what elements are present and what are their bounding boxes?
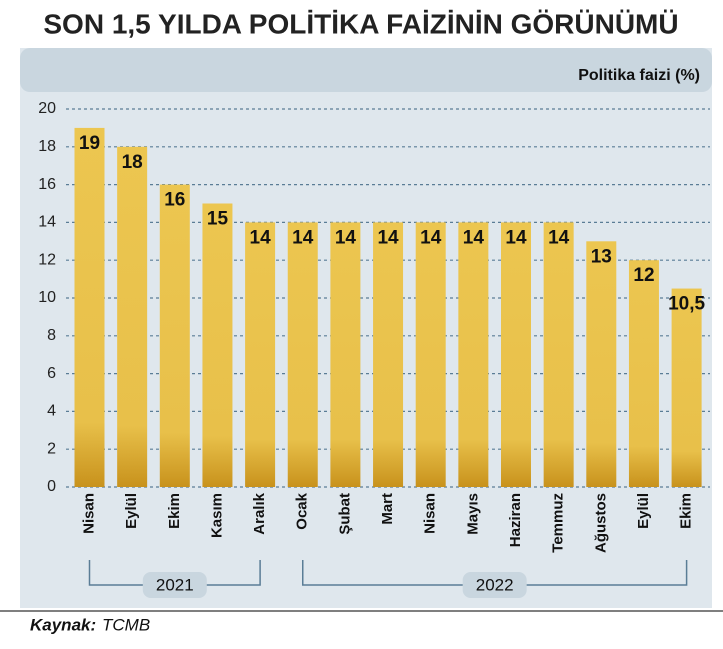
bar: [628, 260, 659, 487]
x-tick-label: Aralık: [251, 492, 268, 534]
x-tick-label: Kasım: [208, 493, 225, 538]
value-label: 14: [377, 227, 399, 248]
x-tick-label: Ekim: [678, 493, 695, 529]
y-tick-label: 0: [47, 478, 56, 495]
source-label: Kaynak:: [30, 615, 96, 634]
value-label: 15: [207, 209, 229, 230]
y-tick-label: 8: [47, 327, 56, 344]
bar: [501, 222, 531, 487]
value-label: 13: [591, 246, 612, 267]
x-tick-label: Mayıs: [464, 493, 481, 535]
x-tick-label: Eylül: [635, 493, 652, 529]
y-tick-label: 10: [38, 289, 56, 306]
value-label: 18: [122, 152, 143, 173]
value-label: 14: [548, 227, 570, 248]
bar: [74, 127, 105, 488]
group-label: 2022: [476, 575, 514, 594]
x-tick-label: Ekim: [166, 493, 183, 529]
y-tick-label: 16: [38, 176, 56, 193]
chart-title: SON 1,5 YILDA POLİTİKA FAİZİNİN GÖRÜNÜMÜ: [43, 8, 678, 39]
value-label: 14: [420, 227, 442, 248]
bar: [117, 146, 148, 488]
x-tick-label: Şubat: [336, 493, 353, 535]
group-label: 2021: [156, 575, 194, 594]
x-tick-label: Temmuz: [550, 493, 567, 553]
value-label: 10,5: [668, 294, 705, 315]
x-tick-label: Ocak: [294, 492, 311, 529]
y-tick-label: 2: [47, 440, 56, 457]
y-tick-label: 20: [38, 100, 56, 117]
y-tick-label: 6: [47, 365, 56, 382]
bar: [458, 222, 489, 487]
y-tick-label: 4: [47, 403, 56, 420]
bar: [159, 184, 190, 487]
bar: [287, 222, 318, 487]
x-tick-label: Ağustos: [592, 493, 609, 553]
bar: [671, 288, 702, 487]
x-tick-label: Eylül: [123, 493, 140, 529]
value-label: 16: [164, 190, 185, 211]
y-tick-label: 12: [38, 251, 56, 268]
bar: [202, 203, 233, 487]
value-label: 14: [292, 227, 314, 248]
y-tick-label: 18: [38, 138, 56, 155]
bar: [245, 222, 276, 487]
group-label-box: [462, 572, 527, 598]
x-tick-label: Nisan: [422, 493, 439, 534]
x-tick-label: Mart: [379, 493, 396, 525]
bar: [373, 222, 404, 487]
x-tick-label: Haziran: [507, 493, 524, 547]
value-label: 14: [463, 227, 485, 248]
y-tick-label: 14: [38, 214, 56, 231]
group-label-box: [142, 572, 207, 598]
bar: [415, 222, 446, 487]
x-tick-label: Nisan: [80, 493, 97, 534]
value-label: 14: [505, 227, 527, 248]
bar: [543, 222, 574, 487]
bar: [330, 222, 361, 487]
value-label: 12: [633, 265, 654, 286]
bar: [586, 241, 617, 487]
source: TCMB: [102, 615, 150, 634]
value-label: 14: [250, 227, 272, 248]
value-label: 19: [79, 133, 100, 154]
y-axis-title: Politika faizi (%): [578, 67, 700, 84]
value-label: 14: [335, 227, 357, 248]
header-band: [20, 48, 712, 92]
